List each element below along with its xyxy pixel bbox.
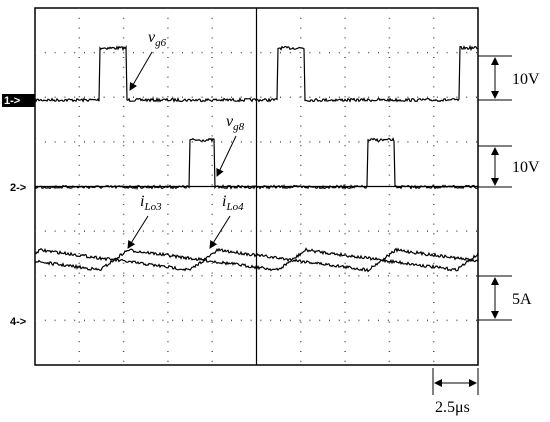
label-sub: g8	[233, 121, 245, 133]
ch1-marker-bg	[2, 94, 35, 107]
label-iLo3: iLo3	[140, 193, 162, 213]
gate-trace	[34, 44, 478, 103]
current-trace	[34, 247, 479, 273]
pointer	[127, 215, 149, 249]
label-sub: Lo3	[143, 201, 162, 213]
ch2-scale: 10V	[512, 159, 540, 176]
traces	[34, 44, 479, 273]
ch4-scale: 5A	[512, 291, 532, 308]
label-main: v	[226, 113, 234, 130]
label-main: v	[148, 29, 156, 46]
pointer	[209, 215, 231, 249]
ch2-marker: 2->	[10, 182, 26, 194]
label-vg8: vg8	[226, 113, 245, 133]
label-main: i	[222, 193, 226, 210]
label-sub: Lo4	[225, 201, 244, 213]
scale-bars	[432, 55, 512, 395]
ch4-marker: 4->	[10, 316, 26, 328]
ch1-marker: 1->	[4, 95, 20, 107]
label-sub: g6	[155, 37, 167, 49]
label-iLo4: iLo4	[222, 193, 244, 213]
ch1-scale: 10V	[512, 71, 540, 88]
current-trace	[34, 247, 479, 272]
label-vg6: vg6	[148, 29, 167, 49]
label-main: i	[140, 193, 144, 210]
time-scale: 2.5μs	[435, 399, 470, 416]
pointer	[129, 51, 153, 91]
gate-trace	[34, 137, 479, 191]
pointer	[216, 135, 237, 177]
